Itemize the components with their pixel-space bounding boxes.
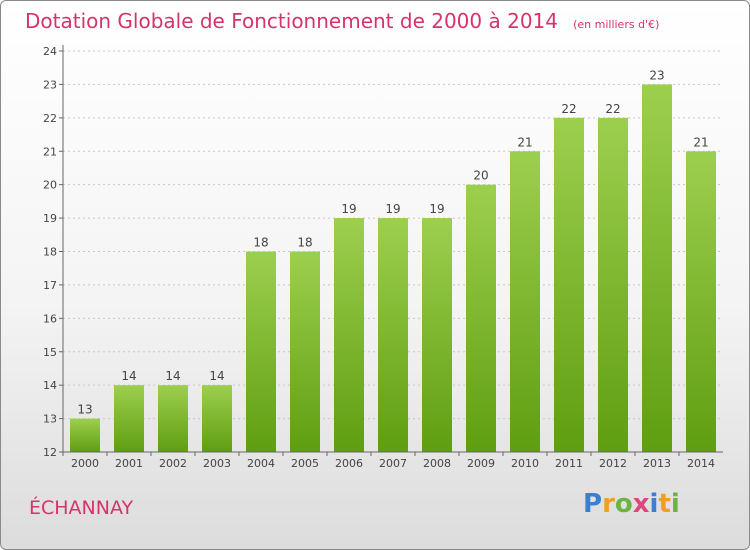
logo-letter: i <box>649 489 659 519</box>
y-tick-label: 24 <box>43 45 57 58</box>
x-tick-label: 2002 <box>159 457 187 470</box>
data-label: 21 <box>693 135 708 149</box>
bar <box>158 385 188 452</box>
commune-name: ÉCHANNAY <box>29 497 134 519</box>
x-tick-label: 2012 <box>599 457 627 470</box>
y-tick-label: 21 <box>43 145 57 158</box>
data-label: 20 <box>473 169 488 183</box>
logo-letter: i <box>670 489 680 519</box>
data-label: 18 <box>253 236 268 250</box>
logo-letter: o <box>614 489 633 519</box>
bar <box>290 251 320 452</box>
data-label: 14 <box>165 369 180 383</box>
bar <box>686 151 716 452</box>
x-tick-label: 2013 <box>643 457 671 470</box>
bar <box>554 117 584 452</box>
bar <box>202 385 232 452</box>
bar <box>246 251 276 452</box>
bar <box>114 385 144 452</box>
logo-letter: t <box>658 489 671 519</box>
data-label: 21 <box>517 135 532 149</box>
bar <box>466 184 496 452</box>
data-label: 18 <box>297 236 312 250</box>
data-label: 13 <box>77 403 92 417</box>
y-tick-label: 20 <box>43 179 57 192</box>
x-tick-label: 2010 <box>511 457 539 470</box>
data-label: 19 <box>385 202 400 216</box>
bar-layer: 13 14 14 14 18 18 19 19 19 20 21 22 22 23 21 <box>70 68 716 453</box>
y-tick-label: 22 <box>43 112 57 125</box>
proxiti-logo: Proxiti <box>583 489 680 519</box>
data-label: 19 <box>341 202 356 216</box>
x-tick-label: 2005 <box>291 457 319 470</box>
y-tick-label: 17 <box>43 279 57 292</box>
data-label: 23 <box>649 68 664 82</box>
bar <box>334 218 364 452</box>
y-tick-label: 18 <box>43 246 57 259</box>
data-label: 19 <box>429 202 444 216</box>
bar <box>598 117 628 452</box>
data-label: 22 <box>605 102 620 116</box>
x-tick-label: 2014 <box>687 457 715 470</box>
y-tick-label: 12 <box>43 446 57 459</box>
bar <box>642 84 672 453</box>
y-tick-label: 13 <box>43 413 57 426</box>
x-tick-label: 2001 <box>115 457 143 470</box>
chart-title: Dotation Globale de Fonctionnement de 20… <box>25 9 558 33</box>
bar <box>70 418 100 452</box>
x-tick-label: 2006 <box>335 457 363 470</box>
x-tick-label: 2000 <box>71 457 99 470</box>
x-tick-label: 2003 <box>203 457 231 470</box>
y-tick-label: 16 <box>43 312 57 325</box>
bar <box>422 218 452 452</box>
x-tick-label: 2004 <box>247 457 275 470</box>
y-tick-label: 15 <box>43 346 57 359</box>
logo-letter: r <box>602 489 615 519</box>
y-tick-label: 23 <box>43 78 57 91</box>
data-label: 14 <box>209 369 224 383</box>
x-tick-label: 2007 <box>379 457 407 470</box>
title-row: Dotation Globale de Fonctionnement de 20… <box>25 9 659 33</box>
x-tick-label: 2011 <box>555 457 583 470</box>
bar <box>378 218 408 452</box>
x-tick-label: 2009 <box>467 457 495 470</box>
data-label: 22 <box>561 102 576 116</box>
axis-layer: 12 13 14 15 16 17 18 19 20 21 22 23 24 2000 2001 2002 20… <box>43 45 723 470</box>
bar <box>510 151 540 452</box>
y-tick-label: 19 <box>43 212 57 225</box>
logo-letter: x <box>632 489 650 519</box>
chart-subtitle: (en milliers d'€) <box>573 18 660 31</box>
x-tick-label: 2008 <box>423 457 451 470</box>
data-label: 14 <box>121 369 136 383</box>
logo-letter: P <box>583 489 603 519</box>
y-tick-label: 14 <box>43 379 57 392</box>
